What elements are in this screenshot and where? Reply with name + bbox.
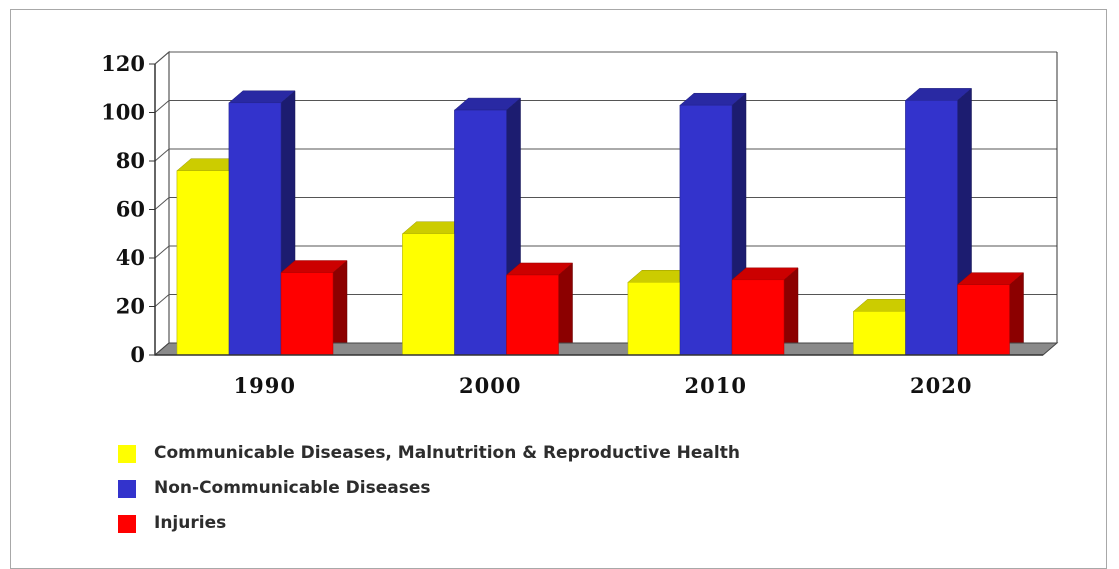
legend-swatch-red [118,511,139,533]
bar-front [905,100,958,356]
bar-front [731,279,785,356]
bar-front [280,272,334,356]
legend-label: Injuries [154,513,227,533]
y-tick-label: 40 [116,245,145,270]
bar-side [332,260,348,356]
bar-front [506,274,559,356]
gridline-side [154,294,170,307]
bar-front [679,104,733,356]
y-tick-label: 20 [116,294,145,319]
legend-swatch-yellow [118,441,139,463]
gridline-side [154,100,170,113]
bar-front [176,170,230,356]
x-tick-label: 2020 [910,373,972,398]
bar-side [783,267,799,356]
gridline-side [154,148,170,162]
bar-side [558,262,573,356]
x-tick-label: 2010 [685,373,747,398]
legend-label: Communicable Diseases, Malnutrition & Re… [154,443,740,463]
x-tick-label: 2000 [459,373,521,398]
gridline-side [154,245,170,259]
y-tick-label: 60 [116,197,145,222]
bar-front [957,284,1010,356]
gridline-side [154,51,170,65]
legend-label: Non-Communicable Diseases [154,478,431,498]
y-tick-label: 120 [101,51,145,76]
bar-front [627,282,681,356]
bar-front [402,233,455,356]
y-tick-label: 80 [116,148,145,173]
legend-swatch-blue [118,476,139,498]
bar-front [454,109,507,356]
bar-front [853,311,906,356]
bar-chart: 0 20 40 60 80 100 120 1990 2000 2010 2020 [101,50,1059,398]
bar-front [228,102,282,356]
y-tick-label: 100 [101,100,145,125]
gridline-side [154,197,170,210]
y-tick-label: 0 [130,342,145,367]
x-tick-label: 1990 [234,373,296,398]
